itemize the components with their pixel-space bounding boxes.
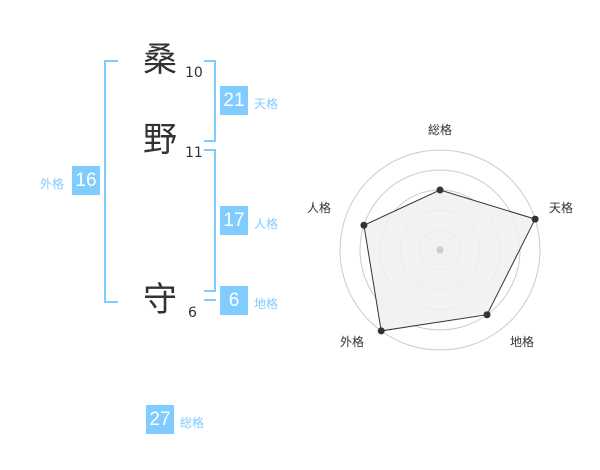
radar-point (436, 186, 444, 194)
name-char-1: 桑 (143, 40, 177, 80)
radar-area (363, 189, 536, 332)
axis-label-jinkaku: 人格 (307, 200, 331, 215)
stroke-count-3: 6 (188, 305, 197, 321)
soukaku-value: 27 (146, 405, 174, 434)
radar-ring (339, 149, 541, 351)
axis-label-gaikaku: 外格 (340, 334, 364, 349)
gaikaku-bracket (104, 60, 118, 303)
radar-center (436, 246, 444, 254)
chikaku-value: 6 (220, 286, 248, 315)
tenkaku-bracket (204, 60, 216, 142)
jinkaku-value: 17 (220, 206, 248, 235)
axis-label-soukaku: 総格 (428, 122, 452, 137)
stroke-count-1: 10 (185, 65, 203, 81)
gaikaku-label: 外格 (40, 177, 65, 191)
chikaku-label: 地格 (254, 297, 279, 311)
axis-label-chikaku: 地格 (510, 334, 534, 349)
jinkaku-label: 人格 (254, 217, 279, 231)
radar-point (483, 311, 491, 319)
gaikaku-value: 16 (72, 166, 100, 195)
tenkaku-value: 21 (220, 86, 248, 115)
radar-point (360, 221, 368, 229)
tenkaku-label: 天格 (254, 97, 279, 111)
jinkaku-bracket (204, 149, 216, 292)
radar-point (377, 327, 385, 335)
axis-label-tenkaku: 天格 (549, 200, 573, 215)
radar-point (531, 215, 539, 223)
soukaku-label: 総格 (180, 416, 205, 430)
name-char-2: 野 (143, 120, 177, 160)
name-char-3: 守 (143, 280, 177, 320)
chikaku-bracket (204, 299, 216, 301)
stroke-count-2: 11 (185, 145, 203, 161)
